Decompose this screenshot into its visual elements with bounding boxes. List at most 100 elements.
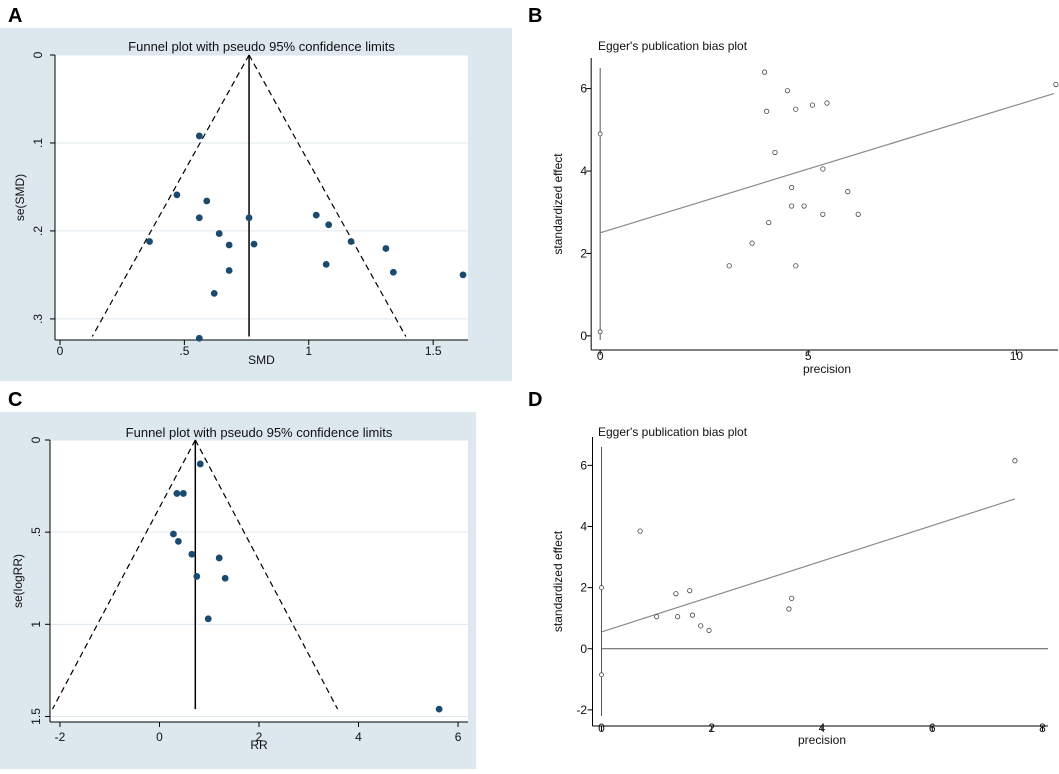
data-point (786, 606, 792, 612)
data-point (195, 214, 203, 222)
data-point (312, 211, 320, 219)
y-tick-label: .3 (31, 314, 45, 324)
data-point (637, 528, 643, 534)
x-tick-label: 6 (929, 721, 936, 735)
data-point (174, 537, 182, 545)
data-point (146, 238, 153, 245)
x-axis-label: SMD (248, 353, 275, 367)
data-point (250, 240, 258, 248)
egger-chart-b: Egger's publication bias plot 0 2 4 6 0 5 10 pre… (551, 39, 1059, 376)
chart-title: Egger's publication bias plot (598, 39, 748, 53)
regression-line (599, 93, 1055, 234)
y-tick-label: 6 (580, 82, 587, 96)
data-point (215, 230, 223, 237)
plot-area (50, 440, 468, 722)
y-tick-label: -2 (576, 703, 587, 717)
data-point (215, 554, 223, 562)
data-point (820, 166, 826, 172)
y-axis-label: se(logRR) (11, 554, 25, 608)
data-point (793, 263, 799, 269)
y-tick-label: 0 (29, 436, 43, 443)
x-tick-label: 1 (305, 344, 312, 358)
x-axis-label: precision (803, 362, 851, 376)
egger-chart-d: Egger's publication bias plot -2 0 2 4 6 0 2 4 6 8… (551, 425, 1048, 747)
data-point (382, 245, 390, 252)
data-point (726, 263, 732, 269)
data-point (193, 572, 201, 580)
data-point (203, 197, 211, 205)
x-axis-label: RR (250, 738, 268, 752)
data-point (784, 88, 791, 94)
data-point (654, 614, 660, 620)
data-point (698, 623, 704, 629)
x-tick-label: 2 (708, 721, 715, 735)
regression-line (601, 498, 1016, 633)
x-tick-label: 4 (819, 721, 826, 735)
y-axis-label: se(SMD) (13, 174, 27, 221)
y-axis-label: standardized effect (551, 153, 565, 255)
x-tick-label: .5 (179, 344, 189, 358)
data-point (210, 289, 218, 297)
y-tick-label: .5 (29, 527, 43, 537)
y-tick-label: .2 (31, 226, 45, 236)
y-tick-label: .1 (31, 138, 45, 148)
panel-label-a: A (8, 5, 22, 27)
intercept-marker (597, 131, 603, 137)
data-point (793, 106, 799, 112)
panel-label-b: B (528, 5, 542, 27)
data-point (347, 238, 355, 245)
y-tick-label: 2 (580, 246, 587, 260)
data-point (706, 627, 712, 634)
ci-line-left (51, 439, 196, 710)
y-tick-label: 1.5 (29, 708, 43, 725)
data-point (173, 490, 181, 497)
ci-line-right (194, 439, 339, 710)
y-tick-label: 0 (31, 51, 45, 58)
x-tick-label: 0 (598, 721, 605, 735)
data-point (766, 219, 772, 226)
data-point (824, 100, 830, 106)
data-point (459, 271, 467, 279)
data-point (188, 550, 196, 558)
chart-title: Egger's publication bias plot (598, 425, 748, 439)
data-point (820, 211, 826, 217)
data-point (789, 184, 795, 191)
ci-line-left (91, 54, 250, 337)
x-tick-label: 2 (256, 730, 263, 744)
intercept-marker (597, 329, 603, 335)
data-point (789, 595, 795, 601)
funnel-chart-a: Funnel plot with pseudo 95% confidence l… (0, 28, 512, 381)
data-point (855, 211, 861, 217)
data-point (673, 591, 679, 597)
data-point (764, 108, 770, 114)
data-point (322, 260, 330, 268)
data-point (325, 221, 333, 229)
data-point (173, 191, 181, 199)
y-tick-label: 4 (580, 164, 587, 178)
x-tick-label: 1.5 (425, 344, 442, 358)
data-point (221, 574, 229, 582)
data-point (749, 240, 755, 246)
data-point (225, 241, 233, 249)
data-point (845, 189, 851, 195)
data-point (245, 214, 253, 222)
data-point (689, 612, 696, 618)
x-axis-label: precision (798, 733, 846, 747)
data-point (435, 705, 443, 713)
x-tick-label: -2 (55, 730, 66, 744)
data-point (195, 132, 203, 140)
data-point (170, 530, 177, 538)
x-tick-label: 6 (455, 730, 462, 744)
data-point (772, 149, 778, 156)
data-point (196, 460, 204, 468)
panel-label-c: C (8, 389, 22, 411)
plot-area (55, 55, 468, 340)
data-point (809, 102, 816, 108)
panel-label-d: D (528, 389, 542, 411)
x-tick-label: 0 (156, 730, 163, 744)
y-tick-label: 0 (580, 642, 587, 656)
y-tick-label: 1 (29, 621, 43, 628)
data-point (179, 490, 187, 497)
data-point (225, 267, 233, 274)
